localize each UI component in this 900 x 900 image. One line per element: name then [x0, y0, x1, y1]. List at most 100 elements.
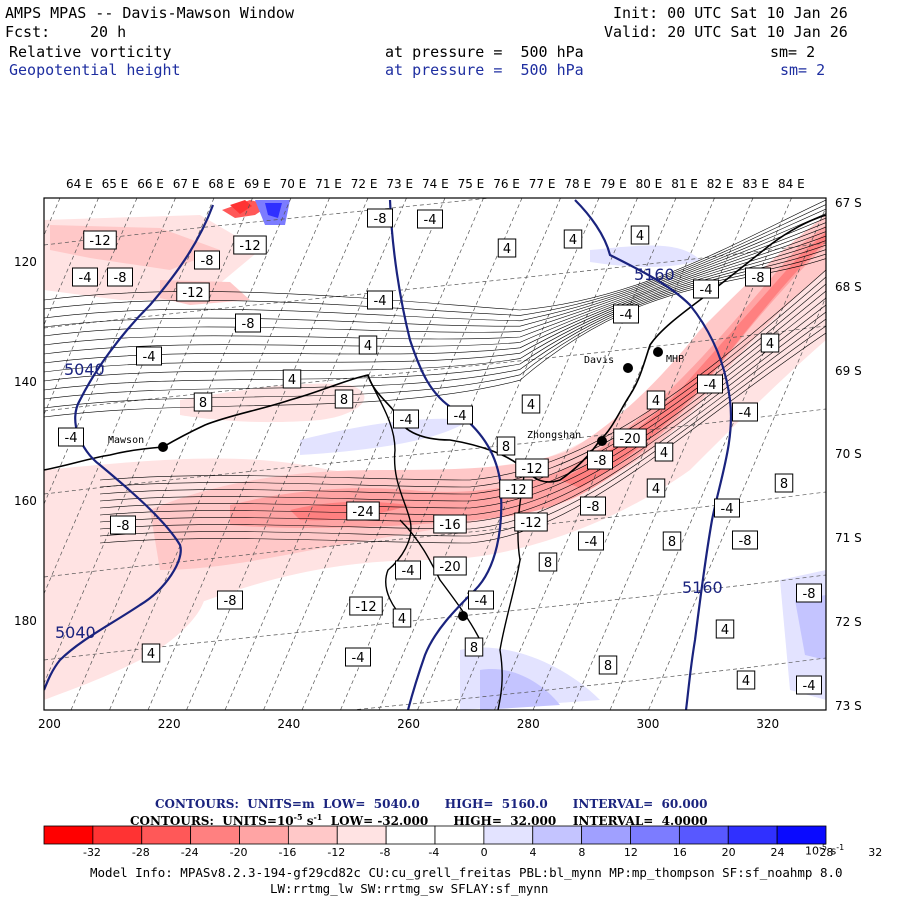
vort-label-box	[563, 229, 583, 249]
parallel-line	[44, 574, 826, 661]
vort-shade-positive-ne	[590, 245, 700, 267]
vort-label-box	[395, 560, 421, 580]
vort-label-text: -8	[587, 500, 600, 515]
colorbar-unit: 10-5 s-1	[805, 843, 845, 858]
vort-label-box	[521, 394, 541, 414]
vort-label-text: -4	[402, 564, 415, 579]
vort-label-text: 4	[569, 233, 577, 248]
vort-label-box	[630, 225, 650, 245]
vort-label-box	[598, 655, 618, 675]
x-axis-tick-label: 300	[636, 717, 660, 731]
colorbar-tick-label: 12	[623, 846, 638, 859]
colorbar-swatch	[92, 825, 143, 845]
vort-label-box	[538, 552, 558, 572]
longitude-label: 67 E	[172, 177, 200, 191]
colorbar-swatch	[776, 825, 827, 845]
meridian-line	[44, 198, 253, 685]
vort-shade-core-sw	[230, 200, 252, 214]
field2-name: Geopotential height	[9, 61, 181, 79]
vort-label-text: -4	[803, 679, 816, 694]
vort-label-box	[662, 531, 682, 551]
latitude-label: 72 S	[835, 615, 862, 629]
longitude-label: 73 E	[386, 177, 414, 191]
vorticity-contour-line	[44, 213, 826, 328]
station-label-mawson: Mawson	[108, 435, 144, 446]
y-axis-tick-label: 140	[14, 374, 37, 389]
station-label-mhp: MHP	[666, 354, 684, 365]
station-mawson-dot	[158, 442, 168, 452]
vort-label-text: -4	[620, 308, 633, 323]
x-axis-tick-label: 320	[756, 717, 780, 731]
colorbar-swatch	[581, 825, 631, 845]
y-axis-tick-label: 180	[14, 613, 37, 628]
vorticity-contour-labels: -12 -12 -8 -4 -8 -12 -8 -8 -4 4 4 4 -4 -4 -4 4 -4 4 8 -4 8 -4…	[58, 208, 822, 695]
x-axis-tick-label: 240	[277, 717, 301, 731]
map-plot-area	[44, 198, 826, 710]
vort-label-text: 8	[199, 396, 207, 411]
vort-label-box	[282, 369, 302, 389]
vort-label-box	[392, 608, 412, 628]
height-label-5040-sw: 5040	[55, 623, 96, 642]
vort-label-text: -12	[505, 483, 526, 498]
vort-label-box	[613, 304, 639, 324]
height-contour-mid	[388, 199, 503, 710]
vort-label-box	[433, 556, 467, 576]
vort-label-box	[346, 501, 380, 521]
model-info-line2: LW:rrtmg_lw SW:rrtmg_sw SFLAY:sf_mynn	[270, 881, 549, 896]
latitude-label: 70 S	[835, 447, 862, 462]
height-contour-5040-west	[44, 204, 215, 691]
longitude-label: 66 E	[137, 177, 164, 191]
vort-label-text: -12	[521, 462, 542, 477]
longitude-label: 64 E	[66, 177, 93, 191]
colorbar-swatch	[678, 825, 729, 845]
colorbar-swatch	[239, 825, 289, 845]
vort-label-text: -12	[89, 234, 110, 249]
longitude-label: 72 E	[350, 177, 378, 191]
vort-label-text: -4	[739, 406, 752, 421]
vort-label-box	[736, 670, 756, 690]
field1-pressure: at pressure = 500 hPa	[385, 43, 584, 61]
vort-label-box	[587, 450, 613, 470]
meridian-line	[147, 198, 369, 710]
vort-label-text: 4	[364, 339, 372, 354]
station-amery-dot	[458, 611, 468, 621]
height-label-5160-se: 5160	[682, 578, 723, 597]
colorbar-tick-label: -12	[327, 846, 346, 859]
plot-title: AMPS MPAS -- Davis-Mawson Window	[5, 4, 294, 22]
y-axis-tick-label: 120	[14, 255, 37, 269]
parallel-line	[44, 198, 494, 246]
vort-label-box	[193, 392, 213, 412]
vort-label-text: -8	[739, 534, 752, 549]
colorbar-tick-label: 16	[672, 846, 687, 859]
meridian-line	[494, 198, 715, 710]
vort-shade-weak-sw	[44, 556, 206, 700]
forecast-label: Fcst:	[5, 23, 51, 41]
vort-label-text: 4	[721, 623, 729, 638]
field1-name: Relative vorticity	[9, 43, 172, 61]
vort-label-text: 8	[470, 641, 478, 656]
vorticity-contour-line	[44, 222, 826, 346]
vort-label-text: -4	[704, 378, 717, 393]
vort-label-text: -4	[374, 294, 387, 309]
vorticity-contour-line	[44, 258, 826, 418]
longitude-label: 69 E	[244, 177, 271, 191]
vort-label-box	[367, 208, 393, 228]
vort-label-text: 8	[502, 440, 510, 455]
vort-label-text: -8	[114, 271, 127, 286]
vort-label-box	[613, 428, 647, 448]
vort-label-box	[496, 436, 516, 456]
colorbar-tick-label: 8	[578, 846, 586, 859]
colorbar-tick-label: 4	[529, 846, 537, 859]
vort-label-text: -8	[803, 587, 816, 602]
vort-label-text: -8	[224, 594, 237, 609]
vort-label-box	[194, 250, 220, 270]
colorbar-swatch	[727, 825, 778, 845]
vorticity-contour-line	[99, 311, 826, 523]
height-label-5160-ne: 5160	[634, 265, 675, 284]
colorbar-tick-label: -32	[82, 846, 101, 859]
station-mhp-dot	[653, 347, 663, 357]
vort-label-text: -4	[400, 413, 413, 428]
colorbar-tick-label: 32	[868, 846, 883, 859]
vort-shade-positive-east2	[795, 595, 826, 660]
vort-label-text: -12	[182, 286, 203, 301]
